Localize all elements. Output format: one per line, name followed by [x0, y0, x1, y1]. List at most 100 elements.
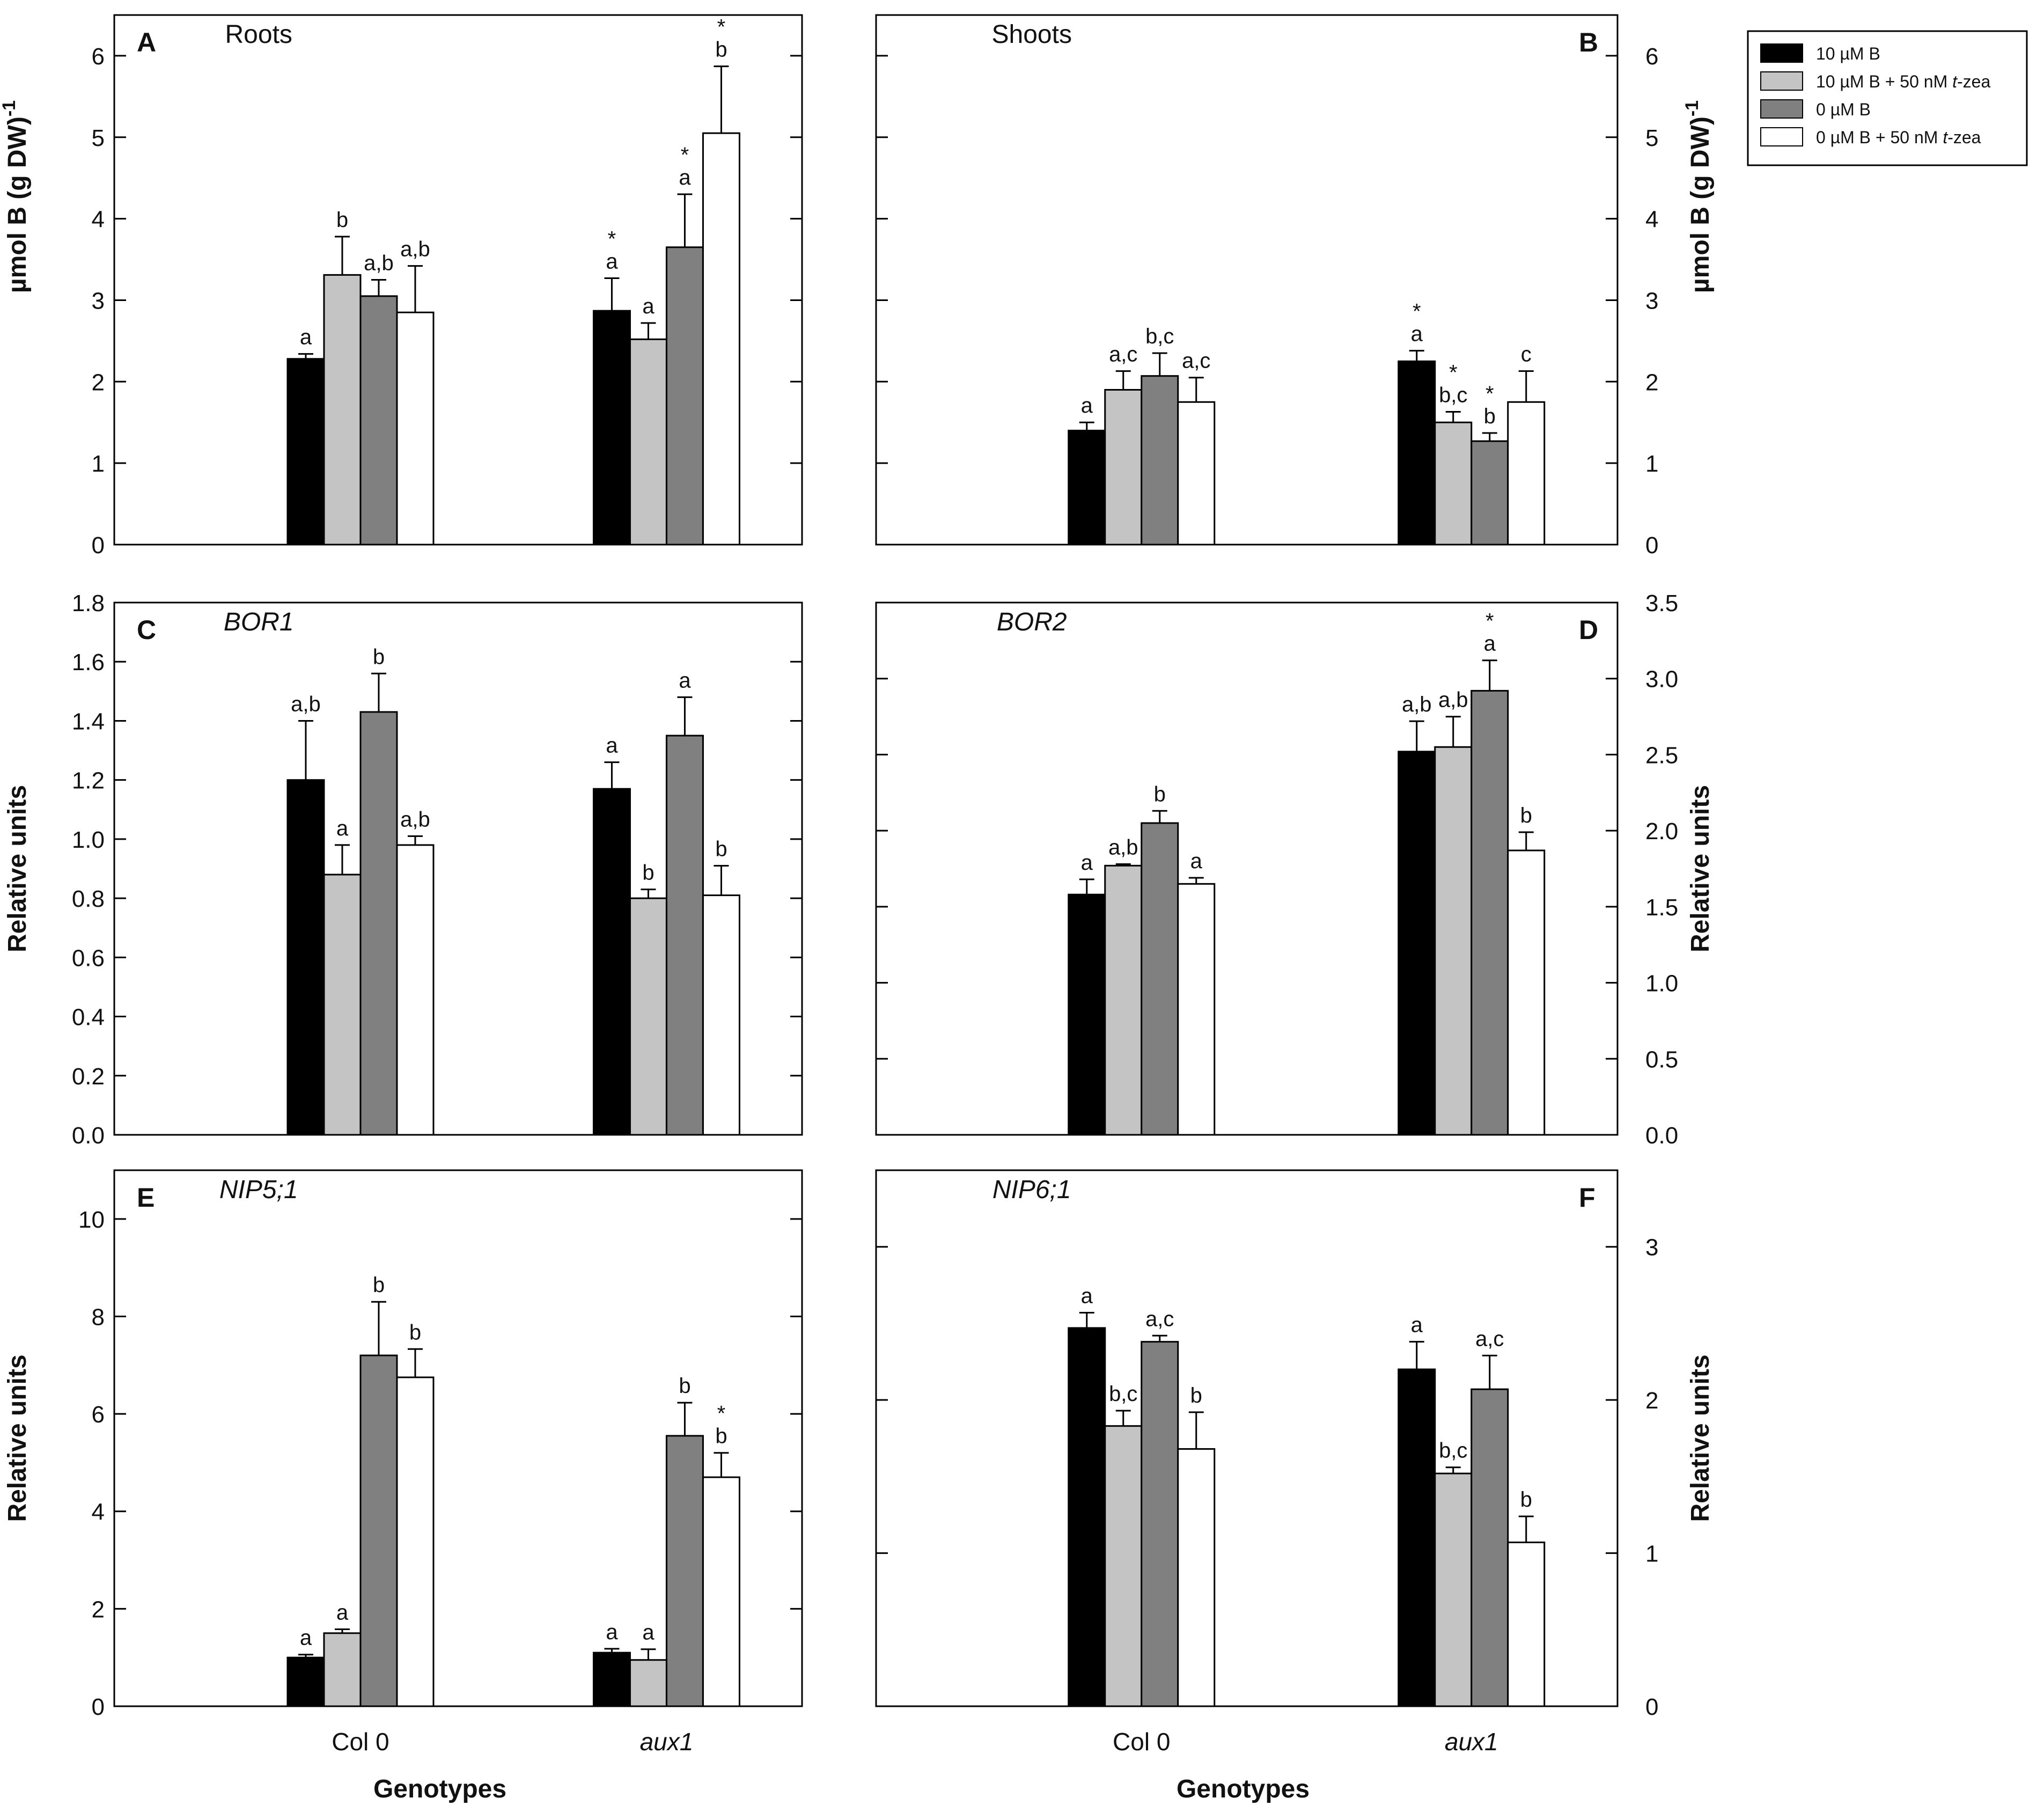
y-tick-label: 1.2: [72, 768, 105, 794]
y-tick-label: 2: [92, 369, 105, 395]
bar: [629, 897, 667, 1136]
y-tick-label: 10: [78, 1207, 105, 1233]
panel-letter: D: [1579, 615, 1598, 645]
significance-label: a: [1190, 849, 1203, 873]
y-tick-label: 3.5: [1645, 590, 1678, 617]
bar: [702, 132, 740, 546]
significance-label: a: [679, 669, 691, 692]
significance-label: b: [1520, 1488, 1532, 1511]
bar: [323, 874, 362, 1136]
significance-label: a,c: [1182, 349, 1210, 373]
significance-label: b: [1190, 1384, 1202, 1407]
panel-letter: E: [137, 1183, 155, 1213]
y-tick-label: 5: [92, 125, 105, 151]
y-tick-label: 0.4: [72, 1004, 105, 1031]
bar: [1398, 751, 1436, 1136]
significance-label: a,b: [400, 808, 430, 831]
significance-star: *: [1486, 610, 1494, 633]
significance-label: a: [336, 1601, 349, 1625]
bar: [1141, 1341, 1179, 1707]
panel-title: BOR2: [997, 608, 1067, 636]
bar: [1104, 864, 1143, 1136]
bar: [286, 1656, 325, 1707]
significance-label: c: [1521, 343, 1532, 366]
y-tick-label: 1.0: [72, 827, 105, 853]
y-tick-label: 2: [1645, 369, 1658, 395]
y-tick-label: 2.0: [1645, 818, 1678, 845]
significance-label: b,c: [1109, 1382, 1137, 1406]
y-tick-label: 0.2: [72, 1063, 105, 1090]
bar: [592, 788, 631, 1136]
bar: [323, 1632, 362, 1707]
y-tick-label: 1: [92, 451, 105, 477]
y-axis-label-superscript: -1: [1682, 100, 1702, 116]
significance-label: a: [336, 817, 349, 840]
significance-star: *: [1413, 300, 1421, 324]
y-tick-label: 3: [92, 288, 105, 314]
significance-star: *: [1449, 361, 1458, 384]
y-tick-label: 0.6: [72, 945, 105, 971]
plot-frame: [875, 1169, 1619, 1707]
legend: 10 µM B 10 µM B + 50 nM t-zea 0 µM B 0 µM B…: [1747, 30, 2028, 166]
bar: [1398, 1368, 1436, 1707]
significance-label: b: [409, 1320, 421, 1344]
bar: [396, 1376, 435, 1707]
bar: [1470, 440, 1509, 546]
y-tick-label: 1.8: [72, 590, 105, 617]
plot-frame: [875, 601, 1619, 1136]
y-tick-label: 1: [1645, 451, 1658, 477]
bar: [1068, 893, 1106, 1136]
y-axis-label: Relative units: [1686, 785, 1715, 952]
bar: [323, 274, 362, 546]
y-axis-label: Relative units: [3, 785, 32, 952]
legend-label: 10 µM B: [1816, 44, 1880, 63]
y-tick-label: 0: [92, 1694, 105, 1720]
category-label: Col 0: [1113, 1728, 1170, 1756]
bar: [629, 338, 667, 546]
y-axis-label: µmol B (g DW)-1: [1682, 100, 1715, 293]
bar: [1104, 388, 1143, 546]
bar: [1507, 849, 1546, 1136]
bar: [629, 1659, 667, 1707]
y-tick-label: 4: [92, 1499, 105, 1525]
significance-label: a,b: [1108, 835, 1138, 859]
bar: [359, 711, 398, 1136]
significance-label: a: [679, 166, 691, 189]
significance-label: b: [715, 837, 727, 861]
bar: [1068, 429, 1106, 546]
bar: [1507, 1542, 1546, 1707]
significance-label: b: [373, 1273, 385, 1297]
legend-label: 0 µM B: [1816, 100, 1871, 119]
y-tick-label: 4: [1645, 207, 1658, 233]
category-label: Col 0: [332, 1728, 389, 1756]
bar: [1434, 746, 1473, 1136]
significance-label: b: [1484, 405, 1496, 428]
significance-label: a,b: [1438, 688, 1468, 712]
significance-label: b: [642, 861, 654, 885]
significance-star: *: [608, 227, 616, 251]
y-tick-label: 4: [92, 207, 105, 233]
panel-title: Roots: [225, 20, 292, 49]
significance-label: a: [1411, 1313, 1423, 1337]
bar: [1177, 1448, 1216, 1707]
legend-swatch: [1760, 99, 1803, 119]
y-tick-label: 1.6: [72, 649, 105, 676]
y-tick-label: 5: [1645, 125, 1658, 151]
significance-label: a: [300, 326, 312, 349]
legend-label-italic: t: [1952, 72, 1958, 91]
significance-star: *: [717, 16, 726, 39]
y-tick-label: 0.0: [1645, 1122, 1678, 1149]
bar: [1104, 1425, 1143, 1707]
significance-label: a,b: [1402, 693, 1432, 716]
significance-label: a: [606, 249, 618, 273]
panel-title: NIP6;1: [992, 1176, 1071, 1204]
panel-title: BOR1: [224, 608, 294, 636]
y-axis-label: Relative units: [3, 1354, 32, 1522]
panel-letter: C: [137, 615, 156, 645]
y-tick-label: 3: [1645, 288, 1658, 314]
y-tick-label: 6: [1645, 43, 1658, 70]
bar: [359, 1354, 398, 1707]
